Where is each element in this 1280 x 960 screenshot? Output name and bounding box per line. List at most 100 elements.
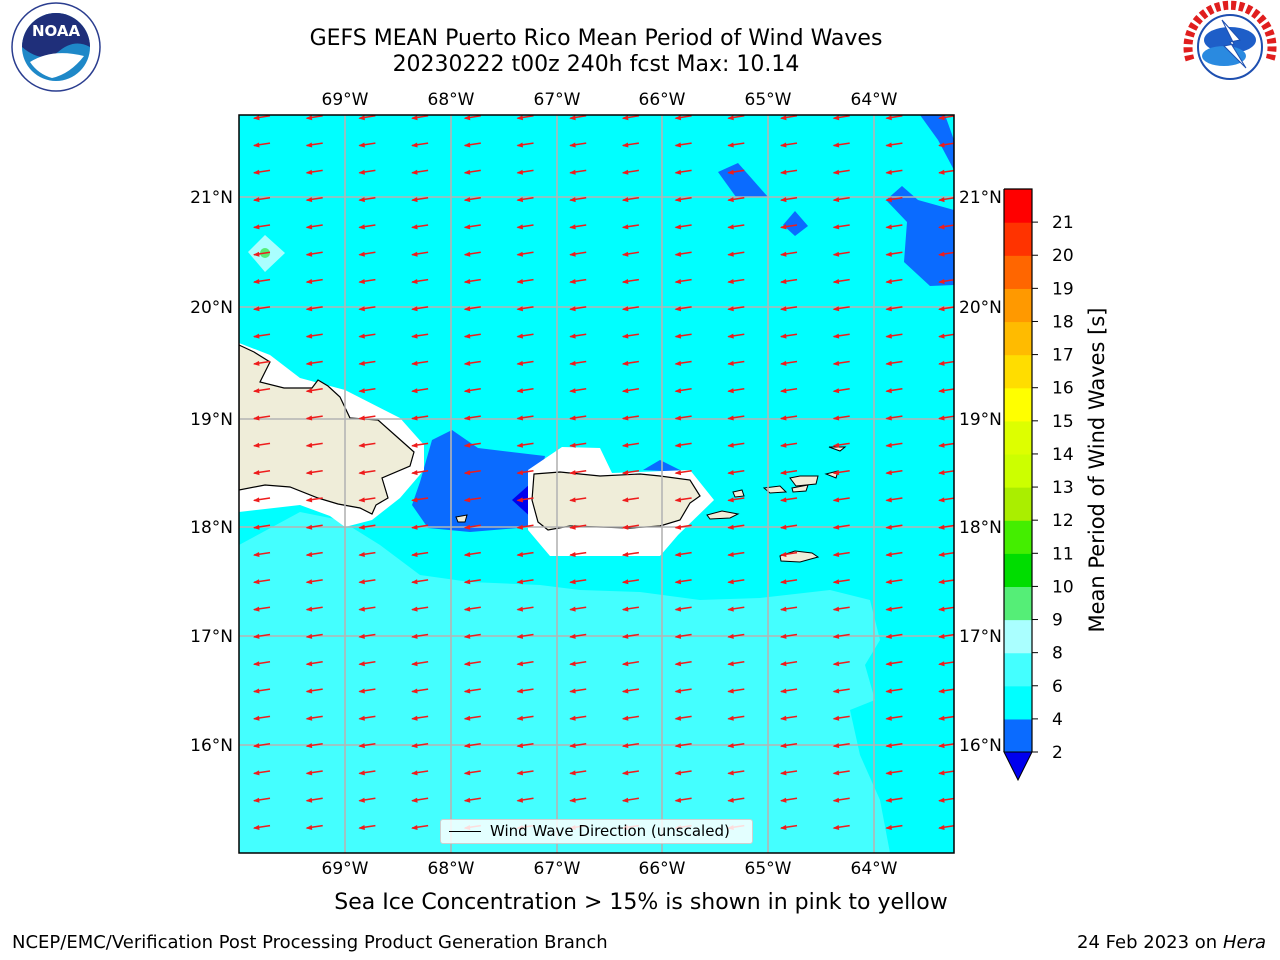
direction-arrow (780, 551, 798, 557)
direction-arrow (832, 633, 850, 639)
colorbar-segment (1004, 619, 1032, 654)
lat-label-right: 18°N (959, 518, 1002, 538)
direction-arrow (358, 169, 376, 175)
direction-arrow (727, 415, 745, 421)
direction-arrow (885, 633, 903, 639)
direction-arrow (938, 661, 954, 667)
direction-arrow (463, 579, 481, 585)
direction-arrow (358, 360, 376, 366)
direction-arrow (885, 742, 903, 749)
direction-arrow (305, 251, 323, 257)
direction-arrow (832, 251, 850, 257)
direction-arrow (253, 770, 271, 776)
direction-arrow (463, 661, 481, 667)
direction-arrow (253, 715, 271, 721)
direction-arrow (569, 142, 587, 148)
colorbar-tick-label: 19 (1052, 279, 1074, 299)
lat-label-left: 16°N (190, 736, 233, 756)
direction-arrow (674, 742, 692, 749)
colorbar-segment (1004, 288, 1032, 323)
direction-arrow (411, 415, 429, 421)
direction-arrow (832, 388, 850, 394)
direction-arrow (253, 415, 271, 421)
direction-arrow (358, 278, 376, 284)
direction-arrow (463, 415, 481, 421)
direction-arrow (569, 251, 587, 257)
direction-arrow (938, 552, 954, 557)
direction-arrow (358, 742, 376, 749)
colorbar-tick-label: 13 (1052, 478, 1074, 498)
direction-arrow (305, 742, 323, 749)
direction-arrow (463, 715, 481, 721)
direction-arrow (463, 497, 481, 503)
field-6-8 (239, 512, 890, 853)
direction-arrow (885, 715, 903, 721)
direction-arrow (516, 606, 534, 612)
direction-arrow (358, 688, 376, 694)
direction-arrow (463, 797, 481, 803)
direction-arrow (885, 388, 903, 394)
map-frame (238, 114, 955, 854)
direction-arrow (780, 633, 798, 639)
direction-arrow (832, 497, 850, 503)
colorbar-tick-label: 6 (1052, 677, 1063, 697)
direction-arrow (305, 388, 323, 394)
direction-arrow (305, 333, 323, 339)
direction-arrow (885, 661, 903, 667)
direction-arrow (938, 197, 954, 203)
direction-arrow (674, 333, 692, 339)
direction-arrow (516, 196, 534, 203)
direction-arrow (305, 115, 323, 121)
direction-arrow (727, 142, 745, 148)
direction-arrow (832, 524, 850, 530)
direction-arrow (569, 633, 587, 639)
direction-arrow (569, 278, 587, 284)
lat-label-left: 19°N (190, 410, 233, 430)
direction-arrow (305, 142, 323, 148)
direction-arrow (516, 251, 534, 257)
noaa-logo-text: NOAA (32, 22, 81, 40)
direction-arrow (358, 551, 376, 557)
direction-arrow (727, 579, 745, 585)
direction-arrow (621, 661, 640, 667)
direction-arrow (358, 633, 376, 639)
direction-arrow (885, 770, 903, 776)
direction-arrow (832, 306, 850, 312)
direction-arrow (569, 306, 587, 312)
national-weather-service-logo (1183, 0, 1277, 93)
direction-arrow (516, 333, 534, 339)
direction-arrow (674, 196, 692, 203)
lat-label-right: 20°N (959, 298, 1002, 318)
direction-arrow (621, 524, 640, 530)
direction-arrow (938, 442, 954, 448)
colorbar-tick-label: 2 (1052, 743, 1063, 763)
direction-arrow (253, 388, 271, 394)
direction-arrow (516, 715, 534, 721)
direction-arrow (411, 797, 429, 803)
direction-arrow (885, 251, 903, 257)
colorbar-segment (1004, 453, 1032, 488)
direction-arrow (516, 688, 534, 694)
direction-arrow (411, 715, 429, 721)
direction-arrow (780, 661, 798, 667)
direction-arrow (938, 579, 954, 585)
direction-arrow (621, 551, 640, 557)
colorbar-tick-label: 18 (1052, 312, 1074, 332)
direction-arrow (305, 169, 323, 175)
direction-arrow (305, 633, 323, 639)
lon-label-top: 65°W (745, 90, 792, 110)
direction-arrow (358, 715, 376, 721)
direction-arrow (674, 388, 692, 394)
direction-arrow (621, 497, 640, 503)
direction-arrow (885, 196, 903, 203)
direction-arrow (253, 633, 271, 639)
direction-arrow (885, 278, 903, 284)
direction-arrow (463, 388, 481, 394)
direction-arrow (305, 797, 323, 803)
direction-arrow (885, 688, 903, 694)
direction-arrow (780, 360, 798, 366)
lon-label-top: 67°W (534, 90, 581, 110)
direction-arrow (253, 360, 271, 366)
direction-arrow (411, 360, 429, 366)
